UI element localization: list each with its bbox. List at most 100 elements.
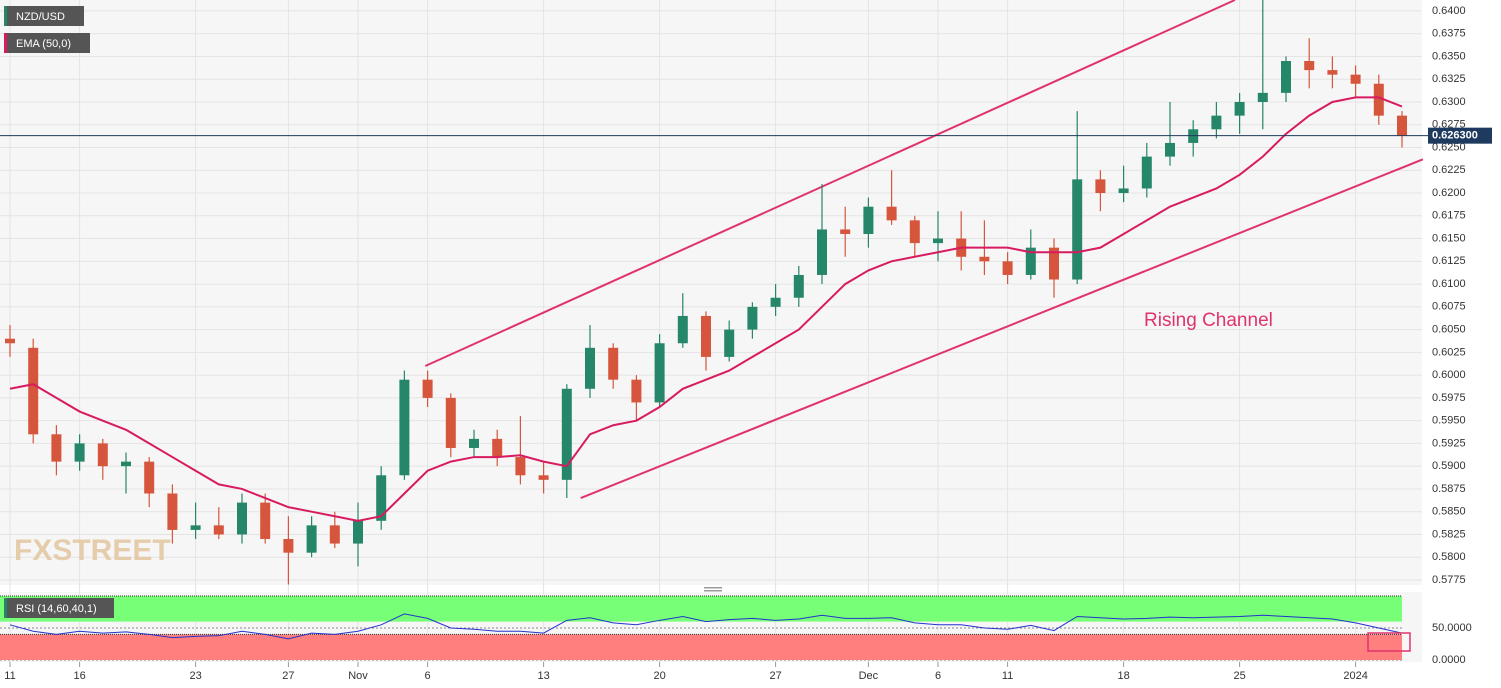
- x-tick-label: 27: [282, 670, 294, 682]
- y-tick-label: 0.5825: [1432, 528, 1466, 540]
- ema-line: [9, 96, 1403, 522]
- y-tick-label: 0.6325: [1432, 73, 1466, 85]
- candle-body: [237, 502, 247, 535]
- y-tick-label: 0.6225: [1432, 164, 1466, 176]
- y-tick-label: 0.6200: [1432, 187, 1466, 199]
- candle-body: [1327, 70, 1338, 75]
- grid: [0, 0, 1422, 662]
- y-tick-label: 0.6000: [1432, 369, 1466, 381]
- candle-body: [353, 520, 363, 544]
- watermark: FXSTREET: [14, 534, 171, 567]
- legend-swatch: [4, 598, 7, 618]
- candle-body: [1141, 156, 1152, 189]
- y-tick-label: 0.6150: [1432, 232, 1466, 244]
- candle-body: [701, 315, 711, 357]
- candle-body: [213, 525, 224, 535]
- y-tick-label: 0.6025: [1432, 346, 1466, 358]
- y-tick-label: 0.6300: [1432, 96, 1466, 108]
- x-tick-label: 11: [4, 670, 15, 682]
- y-tick-label: 0.6375: [1432, 28, 1466, 40]
- y-tick-label: 0.5800: [1432, 551, 1466, 563]
- legend-box: [4, 33, 90, 53]
- candle-body: [863, 206, 874, 234]
- y-tick-label: 0.0000: [1432, 654, 1466, 666]
- candle-body: [770, 297, 781, 307]
- legend-box: [4, 6, 84, 26]
- rsi-bands: [0, 595, 1402, 660]
- y-tick-label: 0.5950: [1432, 415, 1466, 427]
- candle-body: [51, 434, 62, 462]
- legend-label: NZD/USD: [16, 11, 65, 23]
- candle-body: [1397, 115, 1407, 136]
- candle-body: [1211, 115, 1222, 130]
- candle-body: [724, 329, 735, 357]
- x-tick-label: 27: [769, 670, 781, 682]
- candle-body: [585, 347, 595, 389]
- channel-line: [580, 158, 1424, 499]
- rsi-band: [0, 634, 1402, 660]
- y-tick-label: 0.6075: [1432, 301, 1466, 313]
- marks: [0, 0, 1428, 640]
- candle-body: [1025, 247, 1036, 275]
- candle-body: [979, 256, 990, 262]
- candle-body: [1002, 261, 1013, 275]
- candle-body: [306, 525, 317, 553]
- x-tick-label: 16: [73, 670, 85, 682]
- candle-body: [1350, 74, 1361, 84]
- y-tick-label: 0.6250: [1432, 141, 1466, 153]
- candle-body: [283, 539, 294, 553]
- x-tick-label: Dec: [859, 670, 879, 682]
- candle-body: [909, 220, 920, 244]
- x-tick-label: Nov: [348, 670, 368, 682]
- y-tick-label: 0.5925: [1432, 437, 1466, 449]
- x-tick-label: 25: [1233, 670, 1245, 682]
- candle-body: [1165, 142, 1175, 157]
- y-tick-label: 0.6275: [1432, 119, 1466, 131]
- y-tick-label: 0.6125: [1432, 255, 1466, 267]
- y-tick-label: 0.5900: [1432, 460, 1466, 472]
- y-tick-label: 0.6050: [1432, 324, 1466, 336]
- y-tick-label: 50.0000: [1432, 622, 1472, 634]
- candle-body: [793, 274, 804, 298]
- candle-body: [28, 347, 39, 435]
- candle-body: [329, 525, 340, 544]
- x-tick-label: 20: [653, 670, 665, 682]
- candle-body: [492, 438, 503, 458]
- pane-handle[interactable]: [704, 590, 722, 592]
- candle-body: [538, 475, 549, 480]
- candle-body: [677, 315, 688, 344]
- y-tick-label: 0.6350: [1432, 50, 1466, 62]
- candle-body: [1304, 61, 1315, 71]
- candle-body: [97, 443, 108, 467]
- candle-body: [1072, 179, 1083, 280]
- candle-body: [561, 388, 572, 480]
- y-tick-label: 0.5850: [1432, 506, 1466, 518]
- highlight-box: [1367, 632, 1411, 652]
- candle-body: [1049, 247, 1059, 280]
- price-pane: [0, 0, 1422, 585]
- x-tick-label: 23: [189, 670, 201, 682]
- current-price-box: [1428, 127, 1492, 144]
- candle-body: [654, 343, 665, 403]
- candle-body: [933, 238, 943, 244]
- rsi-title: RSI (14,60,40,1): [16, 603, 97, 615]
- candle-body: [747, 306, 758, 330]
- current-price-label: 0.626300: [1432, 130, 1478, 142]
- candle-body: [422, 379, 433, 398]
- channel-line: [424, 0, 1236, 367]
- candle-body: [1373, 83, 1384, 116]
- rsi-legend-box: [4, 598, 114, 618]
- y-tick-label: 0.5775: [1432, 574, 1466, 586]
- candle-body: [167, 493, 178, 530]
- legend-label: EMA (50,0): [16, 38, 71, 50]
- x-tick-label: 6: [425, 670, 431, 682]
- y-tick-label: 0.5875: [1432, 483, 1466, 495]
- candle-body: [445, 397, 456, 448]
- candle-body: [469, 438, 479, 448]
- candle-body: [5, 338, 15, 344]
- y-tick-label: 0.6100: [1432, 278, 1466, 290]
- candle-body: [260, 502, 271, 540]
- pane-handle[interactable]: [704, 587, 722, 589]
- x-tick-label: 2024: [1343, 670, 1367, 682]
